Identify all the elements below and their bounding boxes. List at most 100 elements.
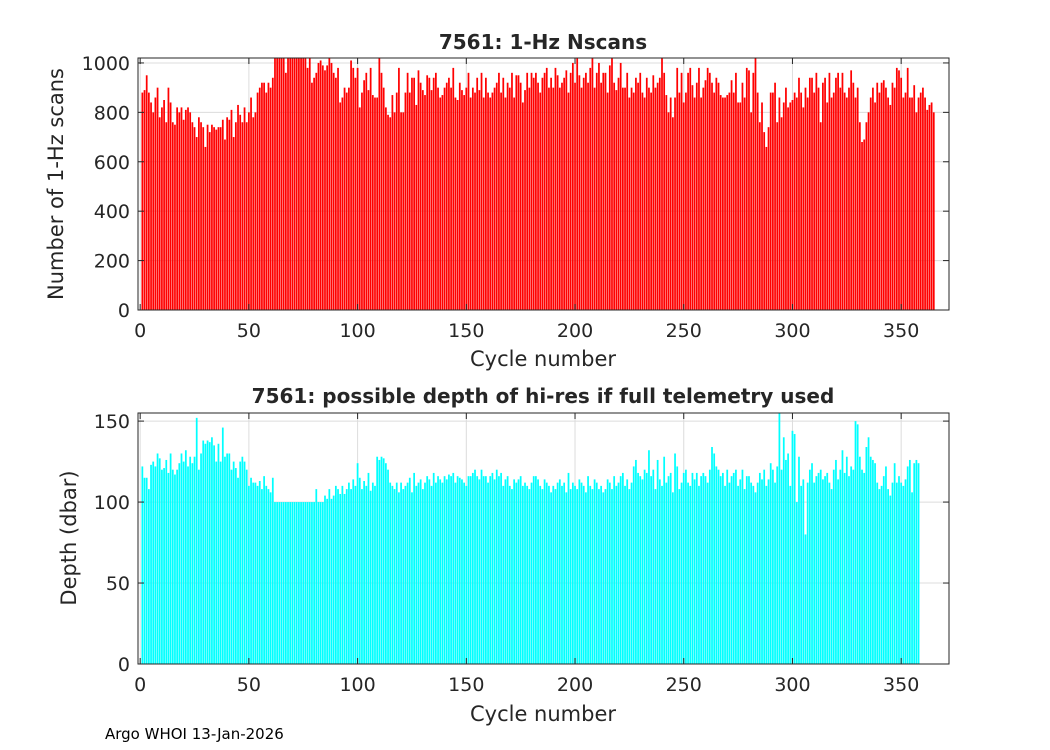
- bar-depth: [378, 459, 381, 664]
- bar-nscans: [482, 97, 485, 310]
- bar-nscans: [576, 58, 579, 310]
- bar-nscans: [315, 72, 318, 310]
- bar-nscans: [832, 92, 835, 310]
- bar-nscans: [676, 67, 679, 310]
- bar-depth: [628, 489, 631, 664]
- bar-depth: [367, 472, 370, 664]
- bar-nscans: [680, 72, 683, 310]
- bar-depth: [280, 502, 283, 664]
- bar-depth: [837, 479, 839, 664]
- bar-nscans: [535, 72, 537, 310]
- bar-depth: [739, 479, 742, 664]
- bar-depth: [611, 489, 613, 664]
- bar-nscans: [802, 107, 805, 310]
- y-axis-label-nscans: Number of 1-Hz scans: [44, 68, 68, 300]
- bar-nscans: [421, 90, 424, 311]
- bar-nscans: [271, 77, 274, 310]
- bar-nscans: [815, 72, 818, 310]
- bar-depth: [906, 466, 909, 664]
- bar-nscans: [143, 90, 146, 311]
- bar-depth: [398, 492, 400, 664]
- bar-depth: [530, 482, 533, 664]
- bar-depth: [787, 453, 789, 664]
- bar-depth: [308, 502, 311, 664]
- bar-depth: [615, 485, 618, 664]
- bar-nscans: [750, 112, 753, 310]
- bar-depth: [761, 479, 763, 664]
- bar-depth: [256, 485, 259, 664]
- bar-depth: [704, 476, 707, 664]
- bar-depth: [339, 493, 342, 664]
- bar-depth: [198, 469, 200, 664]
- bar-nscans: [187, 107, 189, 310]
- bar-nscans: [365, 72, 368, 310]
- bar-nscans: [650, 92, 652, 310]
- bar-depth: [174, 474, 176, 664]
- bar-depth: [602, 492, 605, 664]
- bar-nscans: [332, 72, 335, 310]
- bar-depth: [732, 472, 735, 664]
- bar-nscans: [880, 82, 883, 311]
- bar-depth: [672, 492, 674, 664]
- bar-depth: [267, 489, 270, 664]
- y-tick-label: 0: [118, 654, 130, 676]
- bar-nscans: [145, 75, 148, 310]
- bar-nscans: [258, 87, 261, 311]
- axes-depth: 0 50 100 150 200 250 300 350 0 50 100 150 7561: pos…: [57, 384, 950, 726]
- bar-nscans: [767, 127, 770, 311]
- bar-nscans: [726, 95, 729, 310]
- bar-depth: [552, 485, 555, 664]
- bar-nscans: [263, 82, 265, 311]
- bar-nscans: [787, 107, 789, 310]
- bar-depth: [872, 459, 874, 664]
- bar-nscans: [326, 65, 329, 310]
- bar-nscans: [672, 117, 674, 310]
- bar-nscans: [219, 127, 222, 311]
- bar-depth: [852, 469, 855, 664]
- bar-depth: [708, 469, 711, 664]
- bar-depth: [867, 437, 870, 664]
- bar-nscans: [274, 58, 276, 310]
- bar-nscans: [569, 72, 572, 310]
- ticks-nscans: 0 50 100 150 200 250 300 350 0 200 400 600 800 1000: [82, 53, 949, 342]
- bar-depth: [369, 490, 372, 664]
- bar-nscans: [561, 82, 563, 311]
- bar-nscans: [371, 95, 374, 310]
- bar-nscans: [428, 77, 431, 310]
- bar-depth: [737, 485, 739, 664]
- bar-nscans: [343, 87, 346, 311]
- bar-depth: [776, 466, 779, 664]
- bar-depth: [626, 479, 629, 664]
- bar-nscans: [400, 112, 402, 310]
- bar-nscans: [291, 58, 294, 310]
- bar-nscans: [241, 122, 244, 311]
- bar-nscans: [908, 97, 911, 310]
- bar-depth: [141, 466, 144, 664]
- bar-nscans: [728, 92, 731, 310]
- bar-depth: [243, 461, 246, 664]
- bar-nscans: [704, 80, 707, 311]
- bar-depth: [402, 489, 405, 664]
- bar-depth: [330, 498, 333, 664]
- bar-nscans: [624, 87, 626, 311]
- bar-depth: [408, 477, 411, 664]
- bar-nscans: [719, 95, 722, 310]
- bar-depth: [841, 450, 844, 664]
- bar-nscans: [641, 92, 644, 310]
- bar-depth: [276, 502, 279, 664]
- bar-nscans: [843, 92, 846, 310]
- bar-depth: [711, 447, 713, 664]
- bar-depth: [445, 479, 448, 664]
- bar-nscans: [693, 97, 696, 310]
- bar-depth: [882, 476, 885, 664]
- bar-depth: [428, 479, 431, 664]
- bar-depth: [217, 443, 220, 664]
- bars-depth: [141, 413, 920, 664]
- bar-depth: [341, 485, 344, 664]
- bar-depth: [454, 482, 457, 664]
- bar-nscans: [515, 75, 518, 310]
- bar-nscans: [358, 107, 361, 310]
- bar-nscans: [256, 92, 259, 310]
- bar-nscans: [224, 139, 226, 310]
- bar-depth: [250, 477, 252, 664]
